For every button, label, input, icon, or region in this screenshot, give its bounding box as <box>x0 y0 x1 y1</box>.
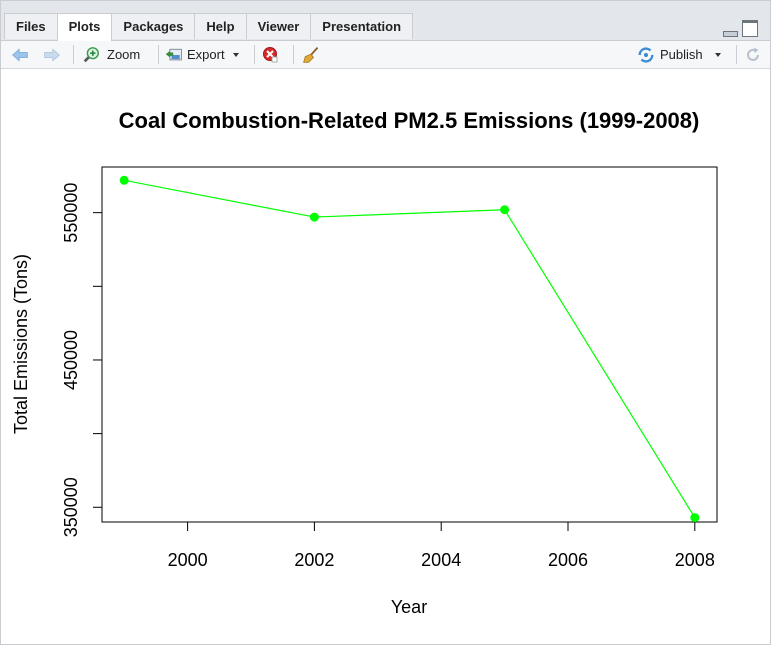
toolbar-separator <box>254 45 255 64</box>
line-chart: Coal Combustion-Related PM2.5 Emissions … <box>11 108 718 617</box>
export-icon <box>165 48 182 60</box>
data-point <box>500 205 510 215</box>
publish-button[interactable]: Publish <box>637 41 721 68</box>
tab-help[interactable]: Help <box>194 13 247 39</box>
tab-strip: Files Plots Packages Help Viewer Presentation <box>4 13 414 41</box>
x-tick-label: 2004 <box>421 550 461 570</box>
window-controls <box>723 20 758 37</box>
remove-plot-icon <box>263 46 278 62</box>
remove-plot-button[interactable] <box>262 41 280 68</box>
plot-toolbar: Zoom Export <box>1 41 770 69</box>
zoom-icon <box>83 46 99 62</box>
tab-viewer[interactable]: Viewer <box>245 13 312 39</box>
tab-packages[interactable]: Packages <box>111 13 196 39</box>
tab-files[interactable]: Files <box>4 13 58 39</box>
plot-frame <box>101 166 718 523</box>
y-axis-label: Total Emissions (Tons) <box>11 254 31 434</box>
chart-axes: 2000 2002 2004 2006 2008 350000 450000 550000 <box>61 183 715 570</box>
refresh-icon <box>747 47 759 61</box>
export-label: Export <box>187 47 225 62</box>
export-button[interactable]: Export <box>165 41 239 68</box>
forward-button[interactable] <box>43 41 61 68</box>
clear-all-button[interactable] <box>302 41 320 68</box>
refresh-button[interactable] <box>744 41 762 68</box>
zoom-button[interactable]: Zoom <box>82 41 140 68</box>
data-point <box>119 175 129 185</box>
toolbar-separator <box>293 45 294 64</box>
toolbar-separator <box>736 45 737 64</box>
x-tick-label: 2000 <box>168 550 208 570</box>
data-point <box>690 513 700 523</box>
back-arrow-icon <box>12 47 28 62</box>
back-button[interactable] <box>11 41 29 68</box>
x-tick-label: 2002 <box>294 550 334 570</box>
minimize-pane-button[interactable] <box>723 31 738 37</box>
chevron-down-icon <box>232 52 239 57</box>
y-tick-label: 450000 <box>61 330 81 390</box>
chart-series <box>119 175 700 523</box>
toolbar-separator <box>73 45 74 64</box>
broom-icon <box>303 46 319 63</box>
y-tick-label: 350000 <box>61 477 81 537</box>
series-line-segment <box>504 209 696 518</box>
x-tick-label: 2006 <box>548 550 588 570</box>
toolbar-separator <box>158 45 159 64</box>
series-line-segment <box>124 179 315 218</box>
tab-plots[interactable]: Plots <box>56 13 113 41</box>
tab-bar: Files Plots Packages Help Viewer Presentation <box>1 1 770 41</box>
y-tick-label: 550000 <box>61 183 81 243</box>
data-point <box>309 212 319 222</box>
chart-title: Coal Combustion-Related PM2.5 Emissions … <box>119 108 700 133</box>
x-tick-label: 2008 <box>675 550 715 570</box>
publish-icon <box>638 46 654 63</box>
x-axis-label: Year <box>391 597 427 617</box>
zoom-label: Zoom <box>107 47 141 62</box>
plot-area: Coal Combustion-Related PM2.5 Emissions … <box>1 69 770 644</box>
forward-arrow-icon <box>44 47 60 62</box>
maximize-pane-button[interactable] <box>742 20 758 37</box>
tab-presentation[interactable]: Presentation <box>310 13 414 39</box>
publish-label: Publish <box>660 47 703 62</box>
chevron-down-icon <box>714 52 721 57</box>
series-line-segment <box>314 209 505 218</box>
